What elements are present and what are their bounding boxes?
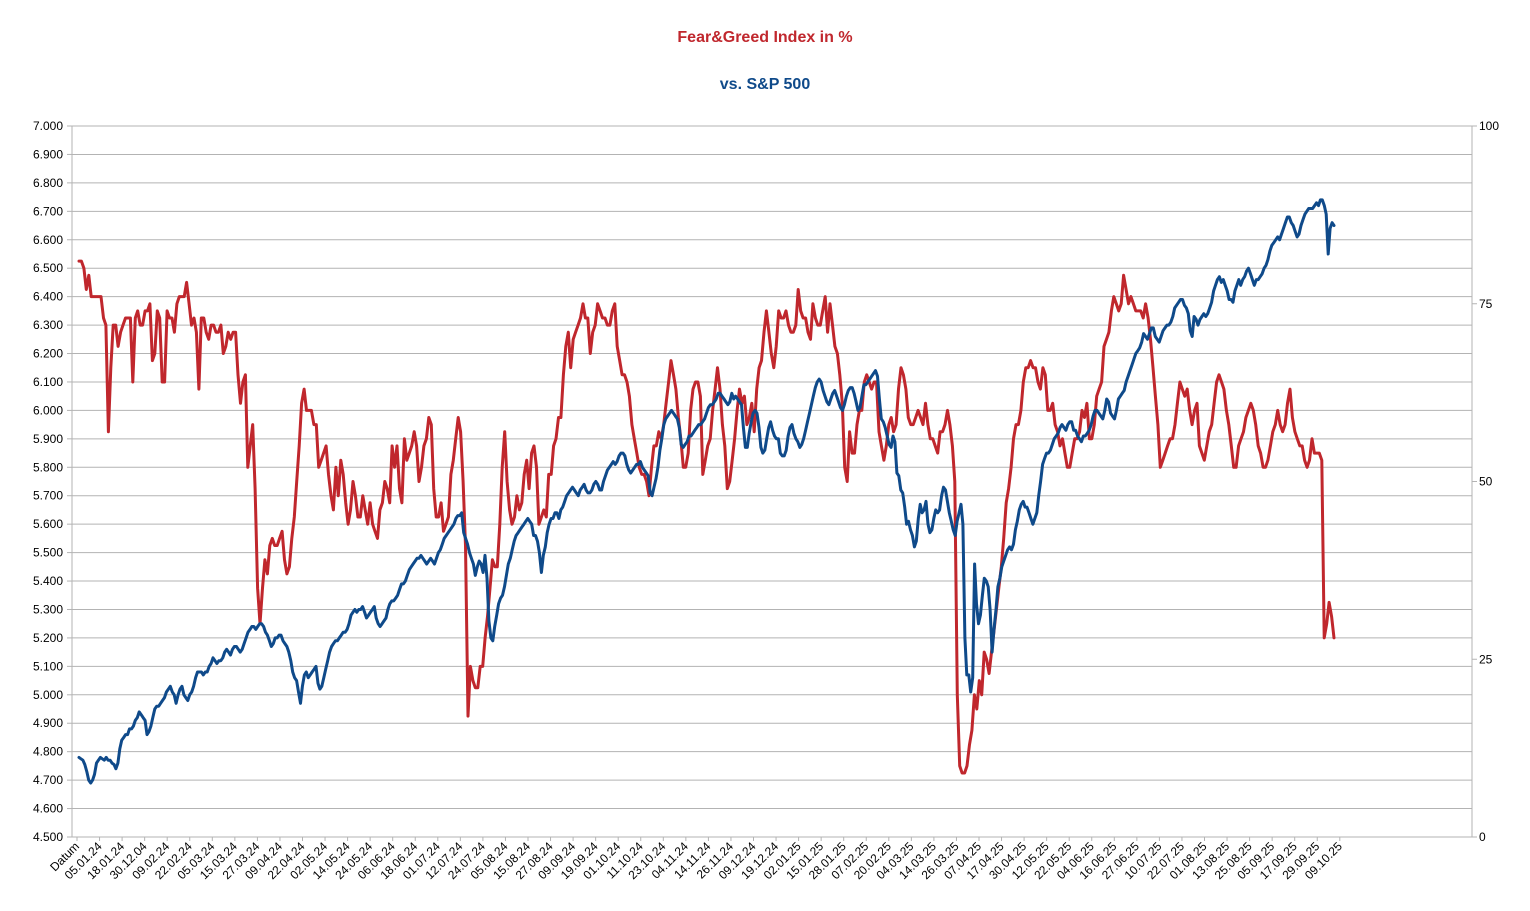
left-axis: 4.500 4.600 4.700 4.800 4.900 5.000 5.100 5.200… — [33, 119, 72, 844]
series-line-sp500 — [77, 198, 1336, 785]
left-tick-label: 6.000 — [33, 403, 63, 417]
left-tick-label: 5.500 — [33, 546, 63, 560]
x-axis: Datum05.01.2418.01.2430.12.0409.02.2422.… — [47, 837, 1345, 882]
left-tick-label: 5.300 — [33, 602, 63, 616]
left-tick-label: 4.900 — [33, 716, 63, 730]
left-tick-label: 5.700 — [33, 489, 63, 503]
left-tick-label: 4.500 — [33, 830, 63, 844]
left-tick-label: 7.000 — [33, 119, 63, 133]
left-tick-label: 5.000 — [33, 688, 63, 702]
left-tick-label: 6.300 — [33, 318, 63, 332]
right-tick-label: 25 — [1479, 652, 1493, 666]
left-tick-label: 6.200 — [33, 347, 63, 361]
left-tick-label: 5.400 — [33, 574, 63, 588]
left-tick-label: 4.800 — [33, 745, 63, 759]
right-tick-label: 0 — [1479, 830, 1486, 844]
left-tick-label: 4.600 — [33, 802, 63, 816]
series-line-fear-greed — [77, 259, 1336, 775]
left-tick-label: 5.900 — [33, 432, 63, 446]
left-tick-label: 6.600 — [33, 233, 63, 247]
left-tick-label: 6.500 — [33, 261, 63, 275]
left-tick-label: 6.400 — [33, 290, 63, 304]
left-tick-label: 5.200 — [33, 631, 63, 645]
right-tick-label: 50 — [1479, 475, 1493, 489]
grid-lines — [71, 125, 1473, 838]
left-tick-label: 5.800 — [33, 460, 63, 474]
right-tick-label: 100 — [1479, 119, 1499, 133]
left-tick-label: 6.700 — [33, 204, 63, 218]
chart-title: Fear&Greed Index in % — [677, 29, 853, 46]
left-tick-label: 6.900 — [33, 147, 63, 161]
left-tick-label: 5.600 — [33, 517, 63, 531]
left-tick-label: 5.100 — [33, 659, 63, 673]
right-axis: 0 25 50 75 100 — [1472, 119, 1499, 844]
chart-subtitle: vs. S&P 500 — [719, 76, 811, 93]
left-tick-label: 6.100 — [33, 375, 63, 389]
left-tick-label: 6.800 — [33, 176, 63, 190]
left-tick-label: 4.700 — [33, 773, 63, 787]
series-layer — [77, 198, 1336, 785]
right-tick-label: 75 — [1479, 297, 1493, 311]
